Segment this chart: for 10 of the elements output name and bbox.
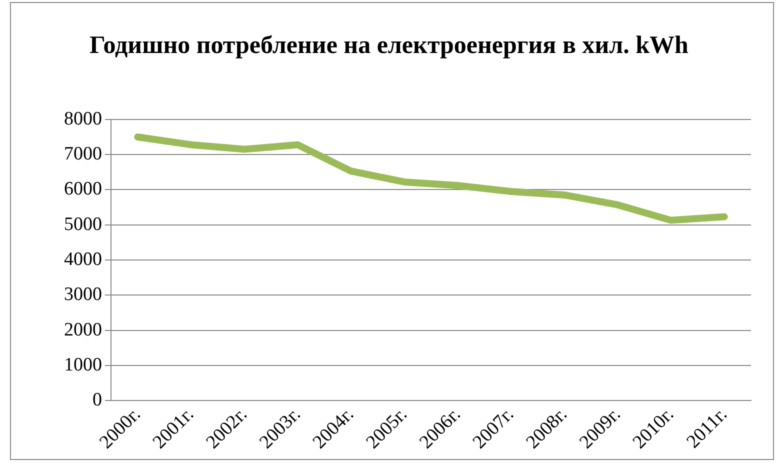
chart-title: Годишно потребление на електроенергия в хил. kWh xyxy=(89,31,689,61)
y-tick-label: 1000 xyxy=(64,354,102,376)
y-tick-label: 2000 xyxy=(64,319,102,340)
y-tick-label: 5000 xyxy=(64,214,102,235)
y-tick-label: 3000 xyxy=(64,284,102,306)
y-tick-label: 4000 xyxy=(64,249,102,270)
y-tick-label: 6000 xyxy=(64,178,102,200)
y-tick-label: 8000 xyxy=(64,108,102,130)
y-tick-label: 7000 xyxy=(64,144,102,165)
y-tick-label: 0 xyxy=(92,390,102,411)
